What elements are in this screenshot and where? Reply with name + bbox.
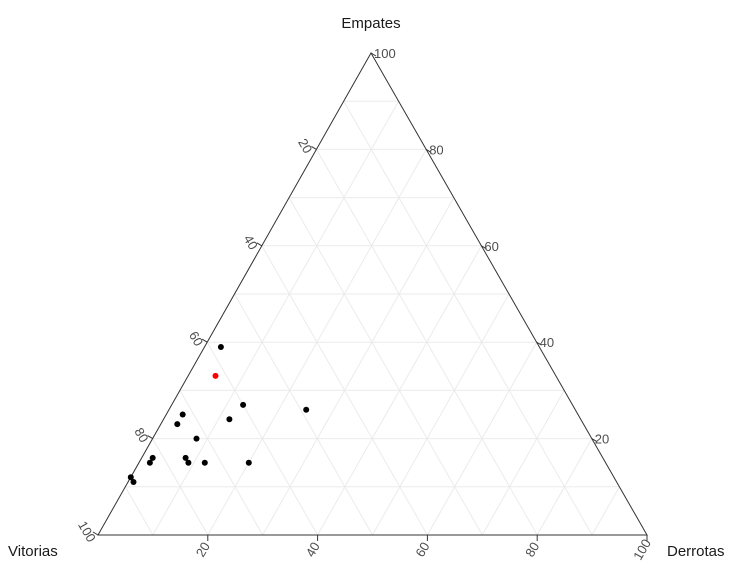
grid-line <box>426 341 538 536</box>
tick-label-vitorias: 40 <box>241 232 261 252</box>
data-point-highlight <box>212 372 219 379</box>
grid-lines <box>124 100 620 536</box>
tick-labels: 20 20 20 40 40 40 60 60 60 80 80 80 100 100 100 <box>75 46 654 563</box>
tick-mark-empates <box>536 341 542 346</box>
tick-label-empates: 80 <box>429 142 443 157</box>
tick-marks <box>92 52 648 541</box>
tick-label-vitorias: 100 <box>75 518 99 544</box>
tick-mark-vitorias <box>201 338 208 343</box>
data-point <box>182 454 189 461</box>
data-point <box>146 459 153 466</box>
tick-mark-empates <box>425 148 432 153</box>
data-points <box>127 344 310 485</box>
data-point <box>240 401 247 408</box>
data-point <box>179 411 186 418</box>
tick-label-empates: 20 <box>595 432 609 447</box>
data-point <box>174 421 181 428</box>
grid-line <box>152 438 209 536</box>
data-point <box>127 474 134 481</box>
grid-line <box>234 293 373 536</box>
data-point <box>185 459 192 466</box>
axis-title-vitorias: Vitorias <box>8 543 58 560</box>
data-point <box>226 416 233 423</box>
data-point <box>217 344 224 350</box>
tick-label-empates: 60 <box>484 239 498 254</box>
tick-mark-empates <box>481 245 487 250</box>
tick-label-empates: 100 <box>374 46 396 61</box>
tick-label-derrotas: 40 <box>303 539 323 559</box>
tick-label-vitorias: 20 <box>295 136 315 156</box>
tick-label-derrotas: 20 <box>193 539 213 559</box>
grid-line <box>206 341 319 536</box>
triangle-edge <box>97 51 648 536</box>
tick-mark-empates <box>591 438 598 443</box>
axis-title-derrotas: Derrotas <box>667 543 725 560</box>
grid-line <box>591 486 620 536</box>
tick-mark-vitorias <box>311 145 317 150</box>
tick-mark-vitorias <box>256 242 263 247</box>
data-point <box>245 459 252 466</box>
grid-line <box>343 100 593 536</box>
tick-mark-vitorias <box>147 435 153 440</box>
data-point <box>193 435 200 442</box>
grid-line <box>372 293 510 536</box>
tick-label-derrotas: 60 <box>412 539 432 559</box>
grid-line <box>481 390 565 536</box>
tick-mark-empates <box>370 52 377 57</box>
triangle-border <box>97 51 648 536</box>
grid-line <box>124 486 154 536</box>
grid-line <box>262 197 455 536</box>
tick-label-vitorias: 80 <box>131 425 151 445</box>
tick-label-empates: 40 <box>540 335 554 350</box>
tick-label-derrotas: 100 <box>630 536 654 562</box>
axis-title-empates: Empates <box>341 15 400 32</box>
data-point <box>303 406 310 413</box>
data-point <box>149 454 156 461</box>
grid-line <box>179 390 264 536</box>
grid-line <box>536 438 593 536</box>
data-point <box>201 459 208 466</box>
grid-line <box>152 100 400 536</box>
data-point <box>130 479 137 485</box>
tick-label-vitorias: 60 <box>186 329 206 349</box>
tick-label-derrotas: 80 <box>522 539 542 559</box>
tick-mark-vitorias <box>92 531 99 536</box>
grid-line <box>288 197 483 536</box>
